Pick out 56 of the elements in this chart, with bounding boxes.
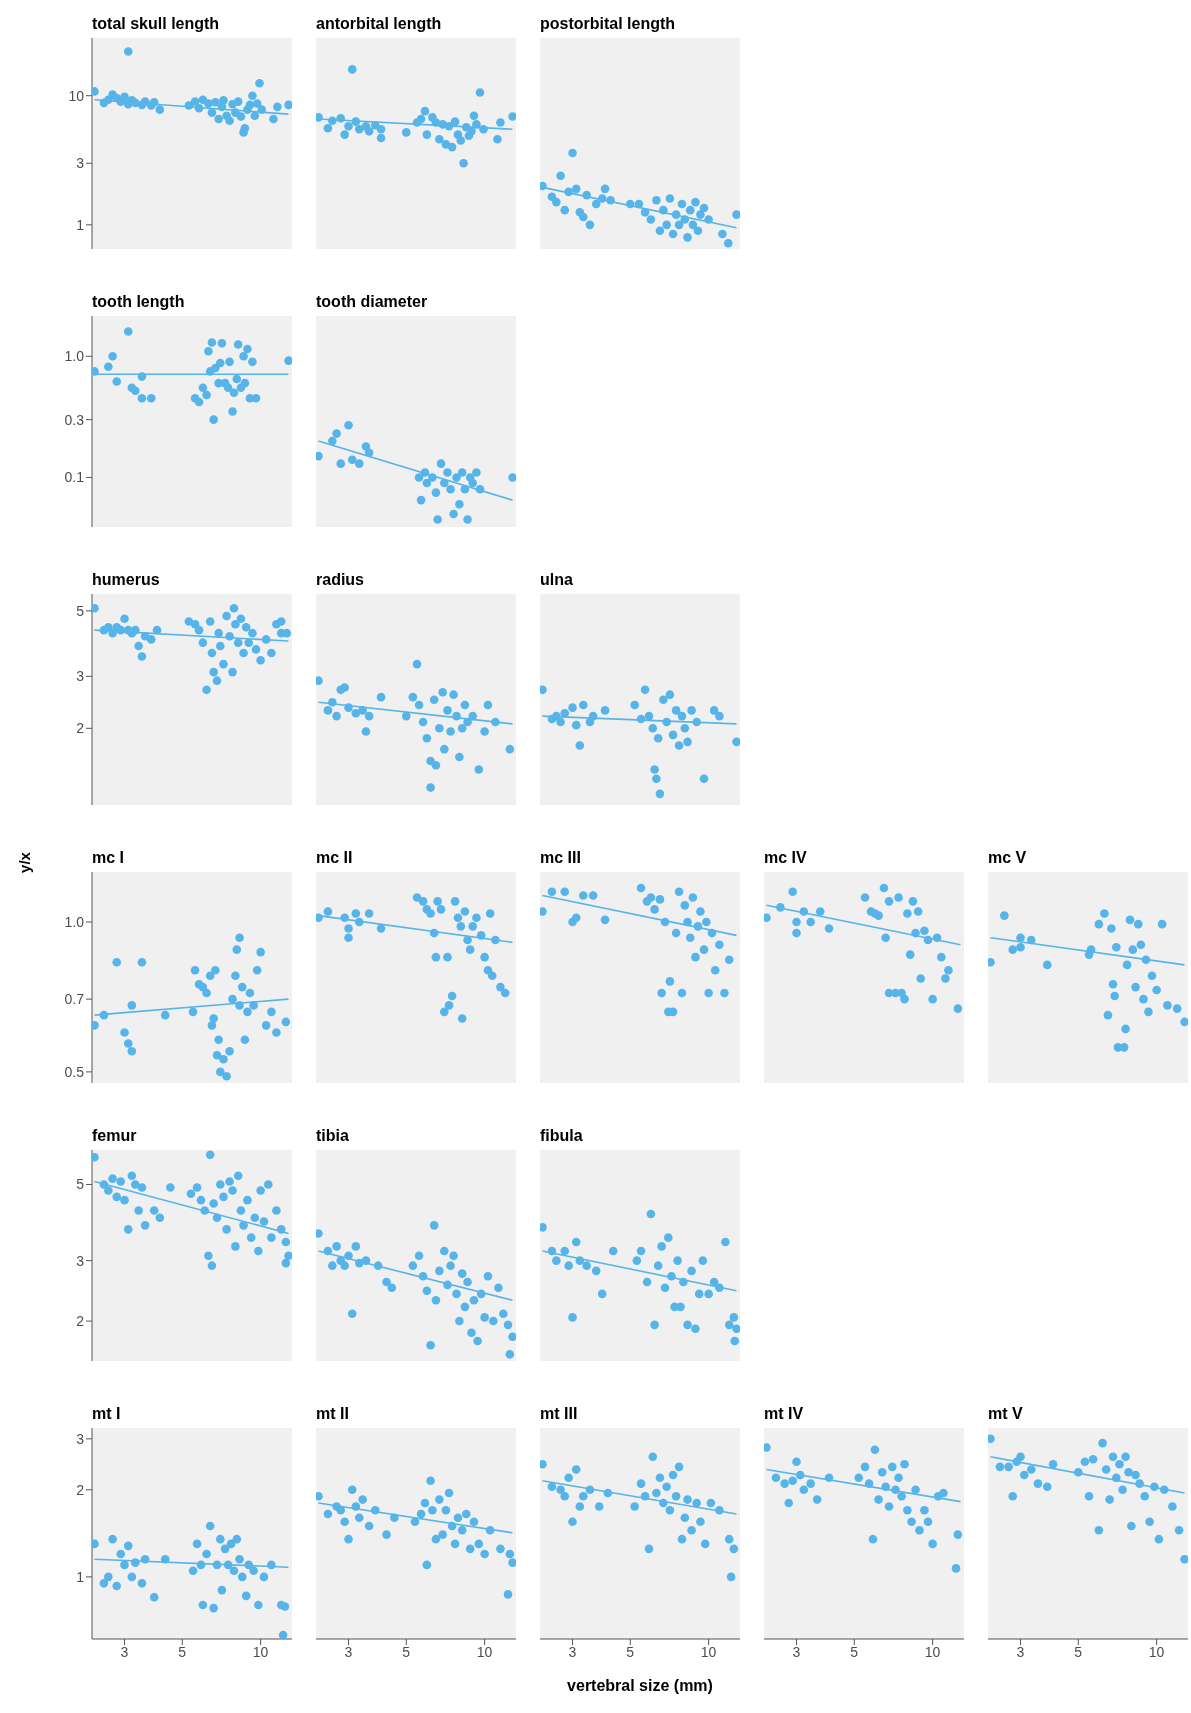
y-tick-label: 0.5	[64, 1063, 85, 1080]
chart-title: mc III	[540, 848, 582, 868]
chart-title: mc IV	[764, 848, 808, 868]
y-tick-label: 3	[76, 1430, 85, 1447]
chart-title: ulna	[540, 570, 574, 590]
y-tick-label: 3	[76, 155, 85, 172]
x-tick-label: 5	[1074, 1643, 1083, 1660]
chart-title: tooth length	[92, 292, 186, 312]
x-tick-label: 5	[626, 1643, 635, 1660]
y-tick-label: 0.1	[64, 469, 85, 486]
chart-title: radius	[316, 570, 365, 590]
x-tick-label: 3	[792, 1643, 801, 1660]
y-tick-label: 2	[76, 1313, 85, 1330]
x-tick-label: 3	[1016, 1643, 1025, 1660]
y-tick-label: 10	[68, 87, 85, 104]
y-tick-label: 1	[76, 216, 85, 233]
chart-title: mc II	[316, 848, 354, 868]
chart-title: humerus	[92, 570, 161, 590]
chart-title: mt II	[316, 1404, 350, 1424]
y-tick-label: 3	[76, 1252, 85, 1269]
x-tick-label: 5	[178, 1643, 187, 1660]
y-tick-label: 1.0	[64, 913, 85, 930]
y-axis-title: y/x	[15, 851, 33, 873]
y-tick-label: 5	[76, 602, 85, 619]
y-tick-label: 2	[76, 720, 85, 737]
x-tick-label: 5	[850, 1643, 859, 1660]
chart-title: mt IV	[764, 1404, 805, 1424]
chart-title: total skull length	[92, 14, 221, 34]
chart-title: mc V	[988, 848, 1028, 868]
chart-title: tibia	[316, 1126, 350, 1146]
chart-title: mt V	[988, 1404, 1024, 1424]
y-tick-label: 1.0	[64, 348, 85, 365]
y-tick-label: 1	[76, 1568, 85, 1585]
x-tick-label: 10	[924, 1643, 941, 1660]
x-axis-title: vertebral size (mm)	[566, 1677, 714, 1695]
y-tick-label: 5	[76, 1176, 85, 1193]
y-tick-label: 3	[76, 668, 85, 685]
chart-title: mt III	[540, 1404, 579, 1424]
x-tick-label: 3	[120, 1643, 129, 1660]
x-tick-label: 10	[252, 1643, 269, 1660]
x-tick-label: 5	[402, 1643, 411, 1660]
chart-title: postorbital length	[540, 14, 677, 34]
chart-title: mc I	[92, 848, 125, 868]
x-tick-label: 3	[344, 1643, 353, 1660]
chart-title: fibula	[540, 1126, 584, 1146]
chart-title: tooth diameter	[316, 292, 429, 312]
x-tick-label: 10	[700, 1643, 717, 1660]
y-tick-label: 0.3	[64, 411, 85, 428]
x-tick-label: 10	[1148, 1643, 1165, 1660]
x-tick-label: 3	[568, 1643, 577, 1660]
chart-title: femur	[92, 1126, 138, 1146]
chart-title: mt I	[92, 1404, 122, 1424]
y-tick-label: 2	[76, 1481, 85, 1498]
y-tick-label: 0.7	[64, 991, 85, 1008]
chart-title: antorbital length	[316, 14, 443, 34]
x-tick-label: 10	[476, 1643, 493, 1660]
